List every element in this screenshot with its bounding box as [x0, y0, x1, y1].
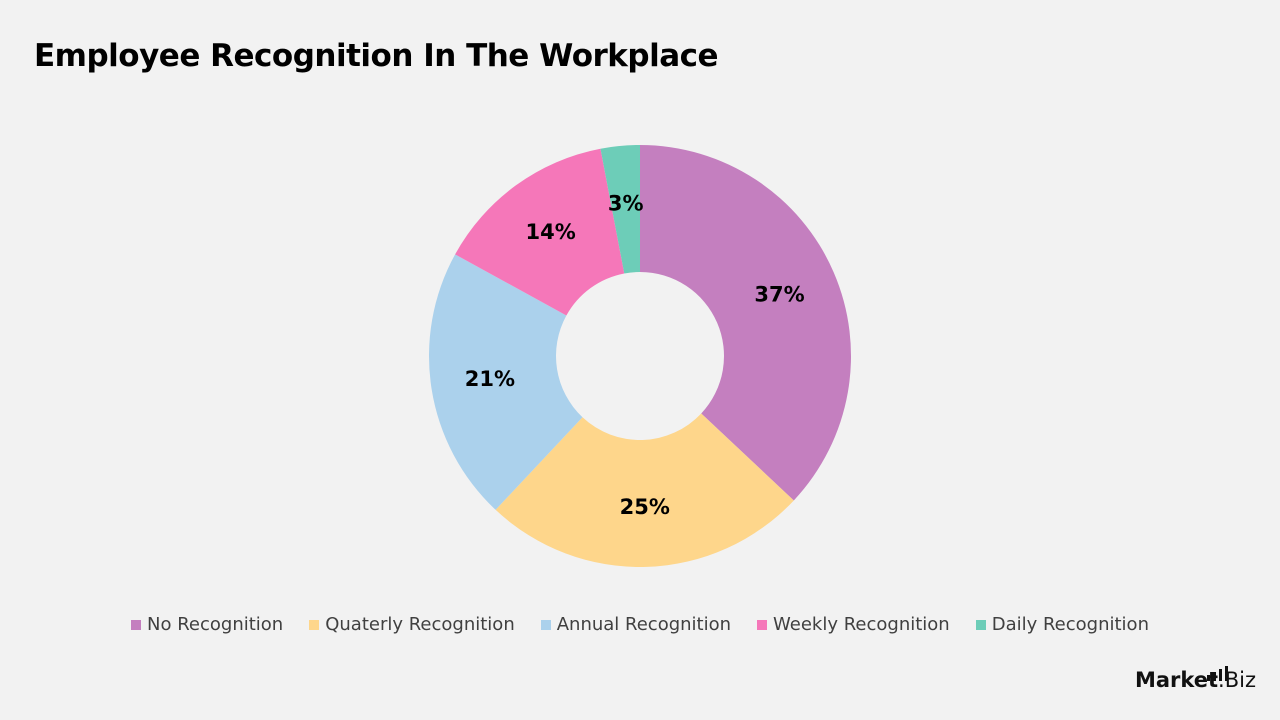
legend-label: Quaterly Recognition: [325, 614, 515, 635]
slice-label: 37%: [754, 283, 804, 307]
donut-slice-daily-recognition: [600, 145, 640, 274]
legend-swatch: [975, 619, 986, 630]
legend-swatch: [131, 619, 142, 630]
chart-title: Employee Recognition In The Workplace: [34, 38, 719, 74]
legend-label: Daily Recognition: [991, 614, 1149, 635]
legend-item: Daily Recognition: [975, 614, 1149, 635]
slice-label: 25%: [620, 495, 670, 519]
legend-label: Weekly Recognition: [773, 614, 950, 635]
slice-label: 3%: [608, 192, 644, 216]
logo-bars-icon: [1206, 666, 1228, 681]
donut-slice-annual-recognition: [429, 254, 583, 510]
legend-item: Weekly Recognition: [757, 614, 950, 635]
legend-swatch: [309, 619, 320, 630]
legend-item: Annual Recognition: [540, 614, 732, 635]
donut-slice-weekly-recognition: [455, 148, 625, 316]
legend-label: Annual Recognition: [556, 614, 732, 635]
logo-brand: Market: [1134, 668, 1219, 692]
slice-labels: 37% 25% 21% 14% 3%: [465, 192, 805, 519]
legend-swatch: [757, 619, 768, 630]
brand-logo: Market .Biz: [1134, 666, 1256, 692]
slice-label: 21%: [465, 367, 515, 391]
legend-item: Quaterly Recognition: [309, 614, 515, 635]
donut-slice-no-recognition: [640, 145, 851, 501]
slice-label: 14%: [526, 220, 576, 244]
donut-slice-quaterly-recognition: [495, 413, 794, 568]
chart-legend: No Recognition Quaterly Recognition Annual…: [0, 614, 1280, 635]
legend-swatch: [540, 619, 551, 630]
legend-label: No Recognition: [147, 614, 284, 635]
donut-slices: [429, 145, 851, 568]
legend-item: No Recognition: [131, 614, 283, 635]
logo-suffix: .Biz: [1218, 668, 1256, 692]
